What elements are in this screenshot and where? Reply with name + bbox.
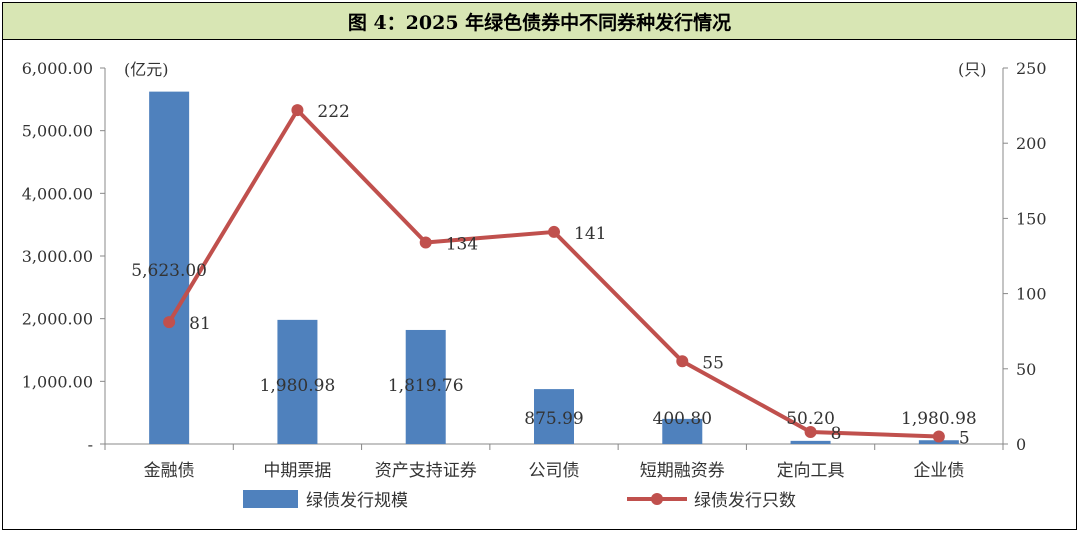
line-point-4[interactable] <box>548 225 560 238</box>
left-tick-label: 6,000.00 <box>22 59 93 78</box>
right-axis-unit: (只) <box>958 60 987 79</box>
line-point-3[interactable] <box>419 236 432 249</box>
x-category-label: 公司债 <box>529 461 580 481</box>
bar-5[interactable] <box>662 418 703 444</box>
left-tick-label: 1,000.00 <box>22 372 93 391</box>
line-value-label: 141 <box>574 224 606 244</box>
bar-value-label: 875.99 <box>524 409 583 429</box>
right-tick-label: 200 <box>1016 134 1047 153</box>
bar-1[interactable] <box>149 91 190 444</box>
bar-6[interactable] <box>790 440 831 444</box>
bar-value-label: 5,623.00 <box>131 261 207 281</box>
bar-value-label: 50.20 <box>786 409 835 429</box>
left-tick-label: 3,000.00 <box>22 247 93 266</box>
left-tick-label: - <box>88 435 93 454</box>
right-tick-label: 150 <box>1016 209 1047 228</box>
line-point-5[interactable] <box>676 355 689 368</box>
legend-line-marker <box>651 493 663 505</box>
right-tick-label: 0 <box>1016 435 1026 454</box>
bar-3[interactable] <box>405 329 446 444</box>
line-value-label: 81 <box>189 314 211 334</box>
chart-title: 图 4：2025 年绿色债券中不同券种发行情况 <box>3 3 1076 40</box>
line-value-label: 5 <box>959 428 970 448</box>
line-point-2[interactable] <box>291 104 304 117</box>
x-category-label: 定向工具 <box>777 461 845 481</box>
bar-2[interactable] <box>277 319 318 444</box>
x-category-label: 企业债 <box>913 461 964 481</box>
line-value-label: 55 <box>702 353 724 373</box>
line-value-label: 222 <box>317 102 349 122</box>
x-category-label: 金融债 <box>144 461 195 481</box>
left-tick-label: 4,000.00 <box>22 184 93 203</box>
right-tick-label: 50 <box>1016 360 1036 379</box>
right-tick-label: 250 <box>1016 59 1047 78</box>
line-value-label: 8 <box>831 424 842 444</box>
x-category-label: 短期融资券 <box>640 461 725 481</box>
line-point-6[interactable] <box>804 425 817 438</box>
line-point-1[interactable] <box>163 316 176 329</box>
legend-bar-swatch <box>243 490 298 508</box>
left-tick-label: 5,000.00 <box>22 122 93 141</box>
bar-4[interactable] <box>534 389 574 444</box>
line-value-label: 134 <box>446 234 478 254</box>
bar-value-label: 1,819.76 <box>388 376 464 396</box>
bar-value-label: 1,980.98 <box>260 376 336 396</box>
left-tick-label: 2,000.00 <box>22 310 93 329</box>
x-category-label: 中期票据 <box>263 461 331 481</box>
line-point-7[interactable] <box>932 430 945 443</box>
bar-value-label: 400.80 <box>653 409 712 429</box>
bar-value-label: 1,980.98 <box>901 409 977 429</box>
legend-bar-label: 绿债发行规模 <box>306 491 408 511</box>
x-category-label: 资产支持证券 <box>375 461 477 481</box>
left-axis-unit: (亿元) <box>124 60 169 79</box>
legend-line-label: 绿债发行只数 <box>694 491 796 511</box>
right-tick-label: 100 <box>1016 285 1047 304</box>
